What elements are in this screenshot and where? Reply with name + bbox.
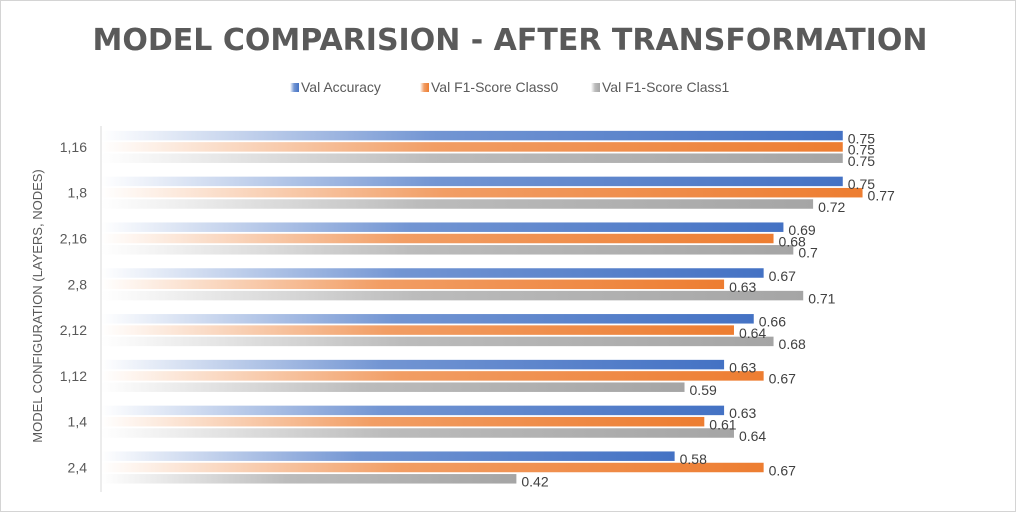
data-labels: 0.750.750.750.750.770.720.690.680.70.670… [521, 130, 895, 489]
data-label: 0.67 [769, 371, 796, 387]
bar-val-f1-score-class1 [101, 245, 794, 255]
data-label: 0.68 [779, 233, 806, 249]
bar-val-accuracy [101, 405, 725, 416]
data-label: 0.71 [808, 290, 835, 306]
bar-val-f1-score-class0 [101, 462, 764, 473]
bar-val-f1-score-class1 [101, 474, 517, 484]
legend-swatch-val-f1-score-class1 [591, 83, 600, 92]
legend-label-val-f1-score-class1: Val F1-Score Class1 [602, 79, 730, 95]
bar-val-f1-score-class0 [101, 187, 863, 198]
category-label: 1,4 [68, 414, 88, 430]
data-label: 0.75 [848, 142, 875, 158]
bar-val-accuracy [101, 176, 843, 187]
legend: Val Accuracy Val F1-Score Class0 Val F1-Sc… [290, 79, 730, 95]
category-label: 1,16 [60, 139, 87, 155]
data-label: 0.64 [739, 325, 766, 341]
bar-val-accuracy [101, 130, 843, 141]
data-label: 0.59 [690, 382, 717, 398]
bar-val-f1-score-class1 [101, 153, 843, 163]
data-label: 0.75 [848, 153, 875, 169]
data-label: 0.66 [759, 314, 786, 330]
bar-val-f1-score-class0 [101, 142, 843, 152]
bar-val-accuracy [101, 359, 725, 370]
data-label: 0.58 [680, 451, 707, 467]
bar-val-f1-score-class1 [101, 290, 804, 301]
legend-label-val-accuracy: Val Accuracy [301, 79, 381, 95]
legend-label-val-f1-score-class0: Val F1-Score Class0 [431, 79, 559, 95]
data-label: 0.7 [798, 245, 818, 261]
data-label: 0.68 [779, 336, 806, 352]
category-label: 1,8 [68, 185, 88, 201]
category-label: 2,16 [60, 231, 87, 247]
y-axis-label: MODEL CONFIGURATION (LAYERS, NODES) [30, 169, 45, 443]
bar-val-f1-score-class0 [101, 233, 774, 244]
data-label: 0.42 [521, 474, 548, 490]
bar-val-accuracy [101, 314, 754, 324]
category-label: 2,4 [68, 460, 88, 476]
data-label: 0.69 [788, 222, 815, 238]
legend-swatch-val-accuracy [290, 83, 299, 92]
data-label: 0.64 [739, 428, 766, 444]
bar-val-f1-score-class0 [101, 416, 705, 427]
data-label: 0.75 [848, 130, 875, 146]
bar-val-f1-score-class1 [101, 199, 814, 209]
bar-val-f1-score-class0 [101, 325, 734, 335]
bar-val-f1-score-class0 [101, 371, 764, 381]
data-label: 0.67 [769, 462, 796, 478]
data-label: 0.61 [709, 416, 736, 432]
bar-val-f1-score-class1 [101, 336, 774, 347]
data-label: 0.63 [729, 405, 756, 421]
bar-val-f1-score-class0 [101, 279, 725, 290]
data-label: 0.67 [769, 268, 796, 284]
data-label: 0.75 [848, 176, 875, 192]
legend-swatch-val-f1-score-class0 [420, 83, 429, 92]
bar-val-f1-score-class1 [101, 428, 734, 438]
category-label: 1,12 [60, 368, 87, 384]
data-label: 0.63 [729, 359, 756, 375]
bar-val-accuracy [101, 451, 675, 461]
bar-val-accuracy [101, 222, 784, 232]
bar-val-accuracy [101, 268, 764, 278]
data-label: 0.77 [868, 187, 895, 203]
data-label: 0.72 [818, 199, 845, 215]
category-label: 2,8 [68, 276, 88, 292]
bar-val-f1-score-class1 [101, 382, 685, 392]
category-label: 2,12 [60, 322, 87, 338]
category-labels: 1,16 1,8 2,16 2,8 2,12 1,12 1,4 2,4 [60, 139, 87, 476]
bars [101, 130, 863, 484]
data-label: 0.63 [729, 279, 756, 295]
chart-title: MODEL COMPARISION - AFTER TRANSFORMATION [93, 23, 928, 58]
